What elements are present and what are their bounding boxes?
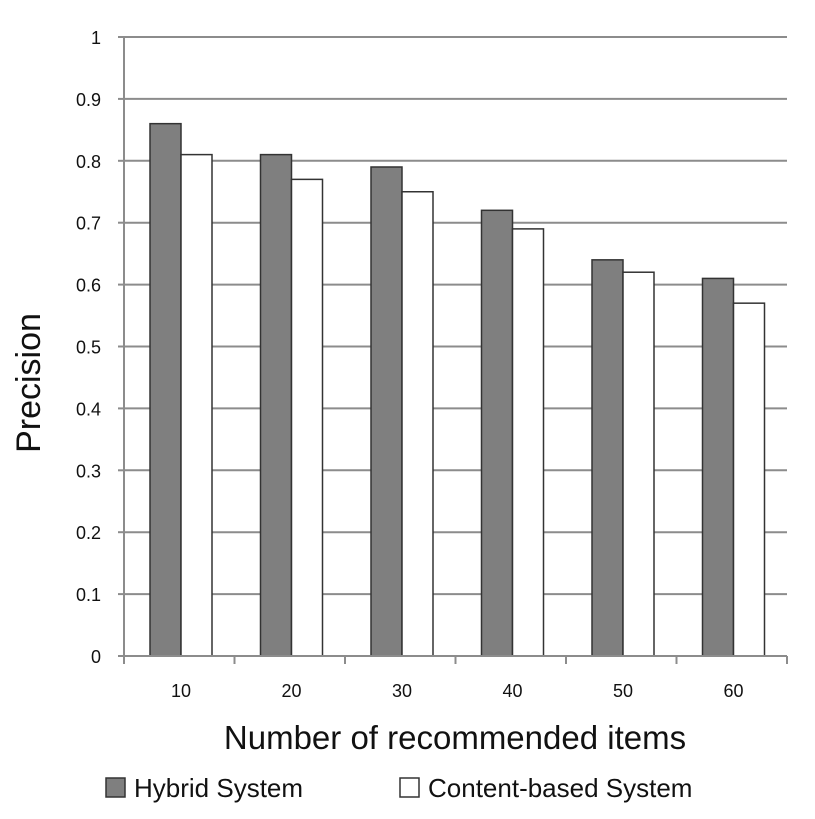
- content-based-bar-50: [622, 271, 655, 657]
- x-tick-label: 50: [613, 681, 633, 701]
- x-axis-title: Number of recommended items: [224, 719, 686, 756]
- y-tick-label: 0.6: [76, 276, 101, 296]
- y-axis-title: Precision: [10, 313, 48, 453]
- x-tick-label: 40: [502, 681, 522, 701]
- hybrid-bar-40: [480, 209, 514, 657]
- y-tick-label: 0.5: [76, 338, 101, 358]
- y-tick-label: 0.9: [76, 90, 101, 110]
- legend-label: Hybrid System: [134, 773, 303, 803]
- content-based-bar-10: [180, 153, 213, 657]
- x-tick-label: 10: [171, 681, 191, 701]
- hybrid-bar-10: [149, 122, 182, 657]
- axes: [123, 37, 788, 664]
- legend-swatch: [105, 777, 126, 798]
- x-tick-labels: 10 20 30 40 50 60: [171, 681, 744, 701]
- content-based-bar-20: [290, 178, 324, 657]
- y-tick-label: 0.4: [76, 399, 101, 419]
- x-tick-label: 60: [723, 681, 743, 701]
- content-based-bar-30: [401, 191, 434, 657]
- y-tick-label: 0.1: [76, 585, 101, 605]
- x-tick-label: 30: [392, 681, 412, 701]
- y-tick-label: 0: [91, 647, 101, 667]
- y-tick-label: 1: [91, 28, 101, 48]
- x-tick-label: 20: [281, 681, 301, 701]
- y-tick-label: 0.7: [76, 214, 101, 234]
- y-tick-labels: 0 0.1 0.2 0.3 0.4 0.5 0.6 0.7 0.8 0.9 1: [76, 28, 101, 667]
- hybrid-bar-50: [591, 259, 624, 657]
- legend-label: Content-based System: [428, 773, 692, 803]
- y-tick-label: 0.2: [76, 523, 101, 543]
- bars: [149, 122, 766, 657]
- y-tick-label: 0.8: [76, 152, 101, 172]
- legend: Hybrid System Content-based System: [105, 773, 692, 803]
- hybrid-bar-30: [370, 166, 403, 657]
- y-tick-label: 0.3: [76, 461, 101, 481]
- legend-swatch: [399, 777, 420, 798]
- gridlines: [118, 36, 787, 657]
- hybrid-bar-60: [701, 277, 735, 657]
- content-based-bar-60: [732, 302, 766, 657]
- hybrid-bar-20: [259, 153, 293, 657]
- content-based-bar-40: [511, 228, 545, 657]
